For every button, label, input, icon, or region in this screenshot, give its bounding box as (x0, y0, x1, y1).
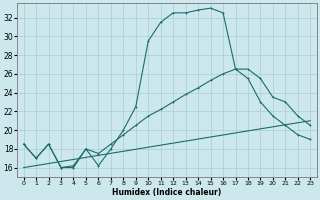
X-axis label: Humidex (Indice chaleur): Humidex (Indice chaleur) (112, 188, 221, 197)
